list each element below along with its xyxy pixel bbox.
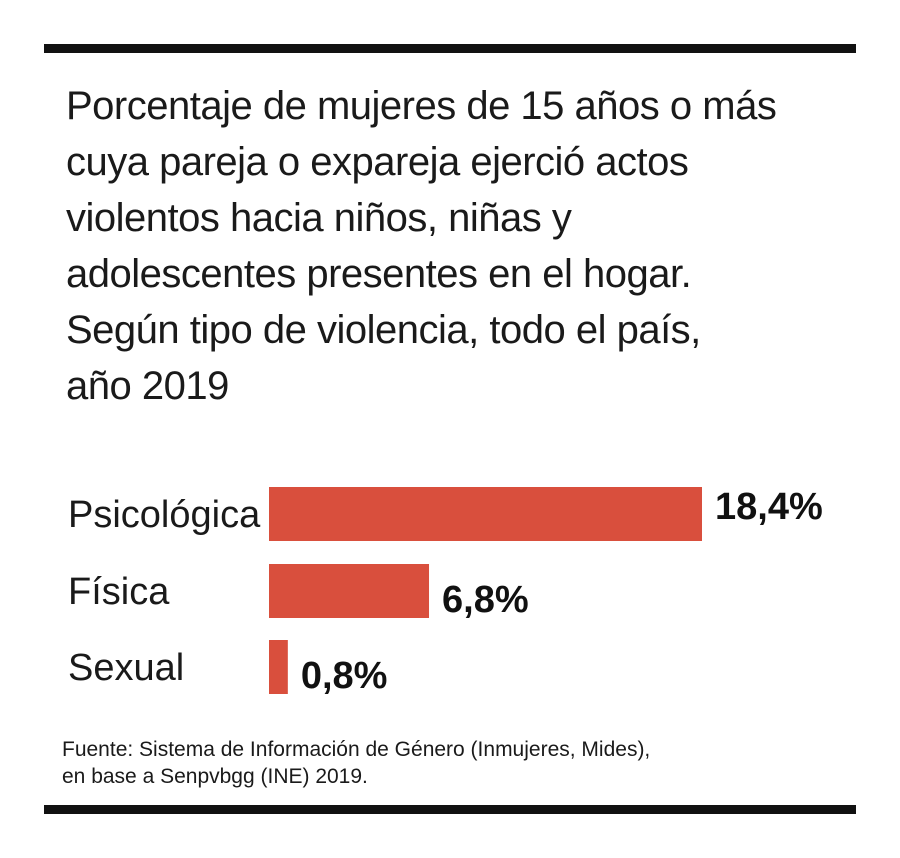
value-label: 18,4% (715, 486, 823, 528)
bar (269, 564, 430, 618)
bottom-rule (44, 805, 856, 814)
source-note: Fuente: Sistema de Información de Género… (62, 736, 862, 790)
source-line-2: en base a Senpvbgg (INE) 2019. (62, 765, 368, 788)
source-line-1: Fuente: Sistema de Información de Género… (62, 738, 651, 761)
category-label: Psicológica (68, 494, 261, 536)
bar (269, 640, 288, 694)
value-label: 0,8% (301, 655, 388, 697)
bar (269, 487, 702, 541)
category-label: Física (68, 571, 170, 613)
chart-title: Porcentaje de mujeres de 15 años o más c… (66, 84, 777, 408)
value-label: 6,8% (442, 579, 529, 621)
bar-chart: Psicológica 18,4% Física 6,8% Sexual 0,8% (68, 486, 823, 697)
top-rule (44, 44, 856, 53)
category-label: Sexual (68, 647, 184, 689)
